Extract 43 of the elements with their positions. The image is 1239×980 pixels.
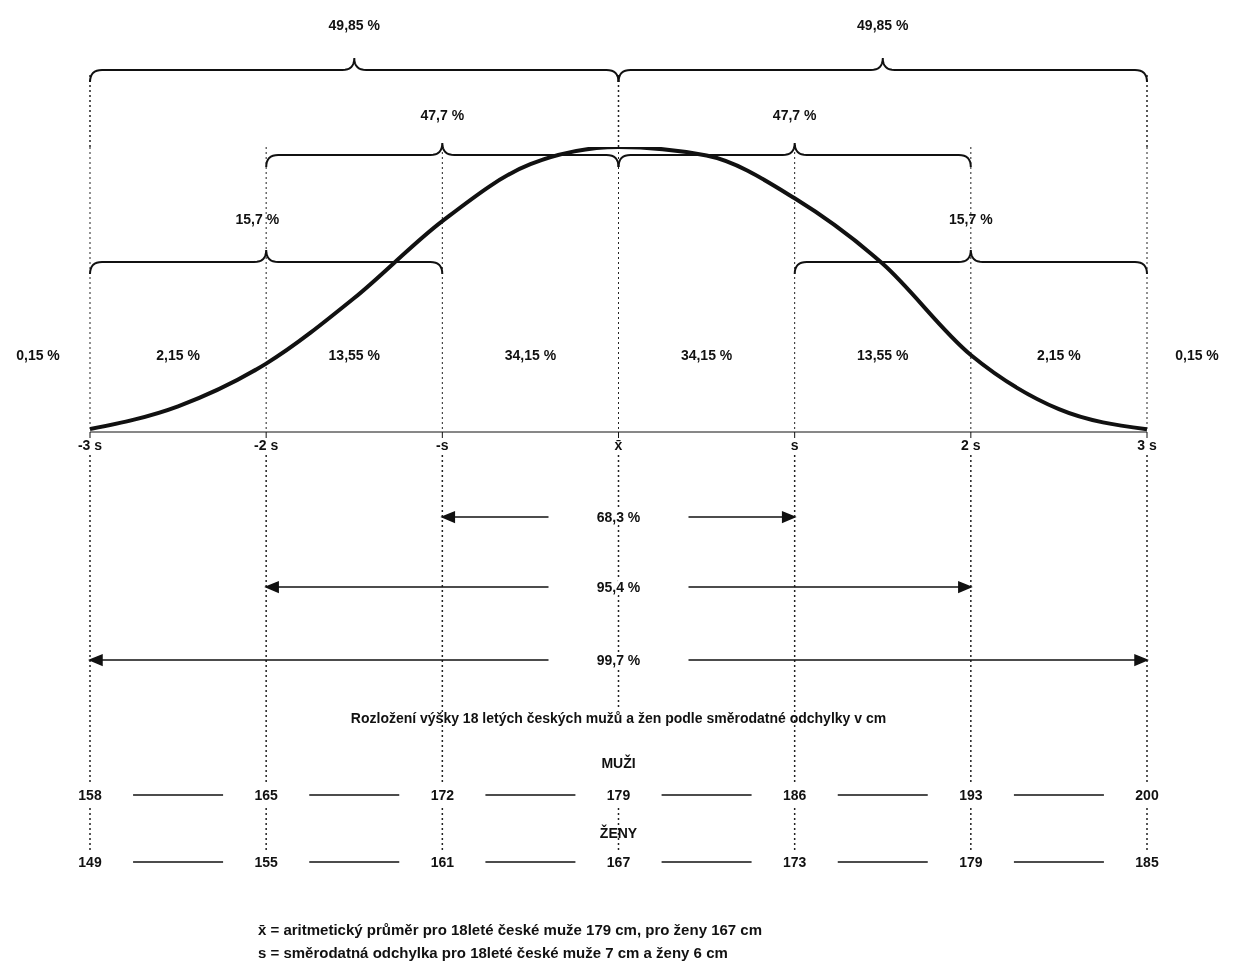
text: 179 <box>959 854 983 870</box>
text: 95,4 % <box>596 579 641 595</box>
text: ŽENY <box>599 824 638 841</box>
annotation: 13,55 % <box>328 347 381 363</box>
text: 149 <box>78 854 102 870</box>
text: 49,85 % <box>328 17 381 33</box>
text: 173 <box>782 854 807 870</box>
text: 158 <box>78 787 102 803</box>
text: 193 <box>959 787 983 803</box>
text: 47,7 % <box>420 107 465 123</box>
x-tick-label: -s <box>436 436 449 453</box>
annotation: 15,7 % <box>235 211 280 227</box>
text: 49,85 % <box>857 17 909 33</box>
text: 165 <box>254 787 279 803</box>
text: 155 <box>254 854 279 870</box>
text: 185 <box>1135 854 1159 870</box>
text: 172 <box>430 787 455 803</box>
x-tick-label: 2 s <box>961 436 981 453</box>
text: 99,7 % <box>596 652 641 668</box>
text: 161 <box>430 854 455 870</box>
text: 200 <box>1135 787 1159 803</box>
annotation: 13,55 % <box>857 347 909 363</box>
text: 47,7 % <box>772 107 818 123</box>
text: 0,15 % <box>16 347 61 363</box>
text: 186 <box>782 787 807 803</box>
x-tick-label: 3 s <box>1137 436 1157 453</box>
x-tick-label: x̄ <box>614 436 623 453</box>
text: Rozložení výšky 18 letých českých mužů a žen podle směrodatné odchylky v cm <box>350 710 887 726</box>
text: 179 <box>606 787 631 803</box>
annotation: 15,7 % <box>949 211 994 227</box>
text: MUŽI <box>601 754 636 771</box>
x-tick-label: -2 s <box>254 436 279 453</box>
text: 0,15 % <box>1175 347 1220 363</box>
text: x̄ = aritmetický průměr pro 18leté české muže 179 cm, pro ženy 167 cm <box>258 921 763 938</box>
text: 167 <box>606 854 631 870</box>
x-tick-label: s <box>790 436 799 453</box>
x-tick-label: -3 s <box>77 436 103 453</box>
annotation: 2,15 % <box>156 347 201 363</box>
text: s = směrodatná odchylka pro 18leté české muže 7 cm a ženy 6 cm <box>258 944 728 961</box>
annotation: 34,15 % <box>504 347 557 363</box>
annotation: 2,15 % <box>1037 347 1082 363</box>
annotation: 34,15 % <box>680 347 733 363</box>
text: 68,3 % <box>596 509 641 525</box>
